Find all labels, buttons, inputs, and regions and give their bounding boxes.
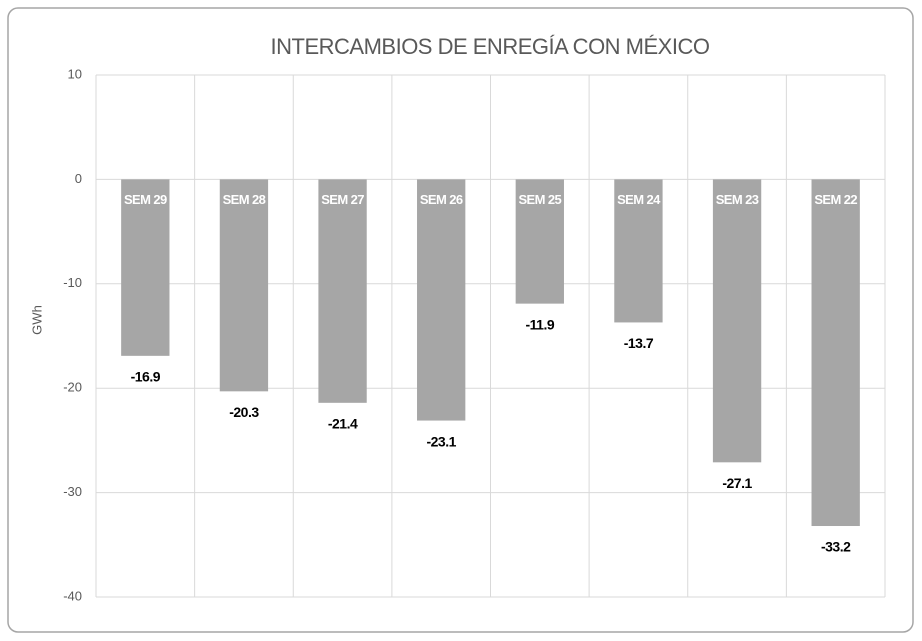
y-tick-label: -30 [63,484,82,499]
category-label: SEM 26 [420,192,463,207]
y-tick-label: 10 [68,66,82,81]
data-label: -33.2 [821,539,851,555]
y-tick-label: 0 [75,171,82,186]
bar [121,179,170,356]
y-tick-label: -20 [63,380,82,395]
data-label: -11.9 [525,316,554,332]
bar [614,179,663,323]
bar [219,179,269,392]
category-label: SEM 24 [617,192,661,207]
category-label: SEM 23 [716,192,759,207]
category-label: SEM 29 [124,192,167,207]
y-axis-label: GWh [29,305,44,335]
data-label: -16.9 [131,369,161,385]
bar [417,179,466,421]
category-label: SEM 28 [223,192,266,207]
category-label: SEM 27 [321,192,364,207]
chart-title: INTERCAMBIOS DE ENREGÍA CON MÉXICO [271,34,710,59]
category-label: SEM 25 [518,192,561,207]
y-tick-label: -40 [63,588,82,603]
data-label: -23.1 [426,433,456,449]
y-tick-label: -10 [63,275,82,290]
data-label: -27.1 [722,475,752,491]
bar [318,179,367,403]
data-label: -20.3 [229,404,259,420]
bar [712,179,762,463]
data-label: -13.7 [624,335,654,351]
bar [515,179,564,304]
data-label: -21.4 [328,416,358,432]
bar [811,179,860,527]
category-label: SEM 22 [814,192,857,207]
